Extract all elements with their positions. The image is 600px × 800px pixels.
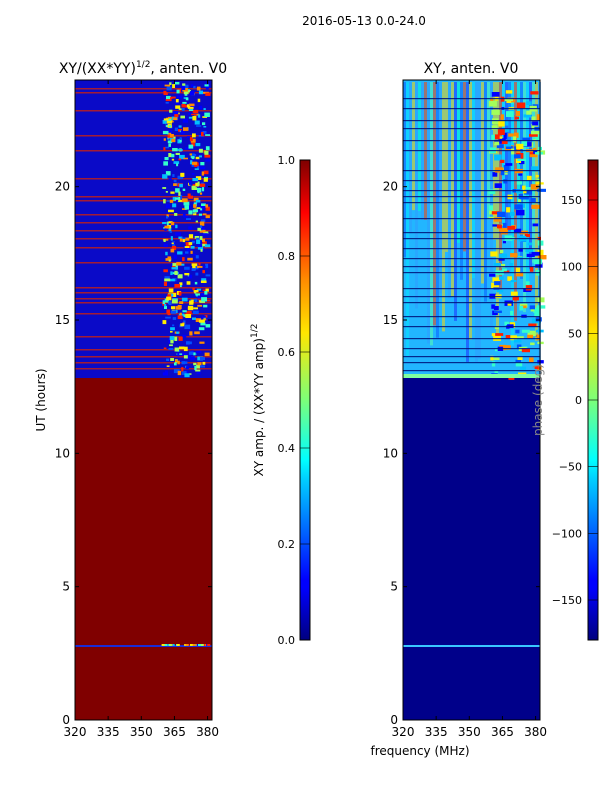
left-colorbar-tick-label: 0.6	[278, 346, 296, 359]
left-panel-title: XY/(XX*YY)1/2, anten. V0	[59, 60, 227, 77]
suptitle: 2016-05-13 0.0-24.0	[302, 14, 426, 28]
left-xtick-label: 350	[130, 725, 153, 739]
left-heatmap	[75, 80, 212, 720]
left-ytick-label: 20	[55, 180, 70, 194]
left-colorbar-tick-label: 0.4	[278, 442, 296, 455]
left-xtick-label: 335	[97, 725, 120, 739]
left-xtick-label: 380	[196, 725, 219, 739]
right-ytick-label: 0	[390, 713, 398, 727]
left-xtick-label: 365	[163, 725, 186, 739]
right-xtick-label: 380	[524, 725, 547, 739]
right-xtick-label: 350	[458, 725, 481, 739]
right-xlabel: frequency (MHz)	[370, 744, 469, 758]
right-plot-frame	[402, 79, 541, 721]
right-ytick-label: 15	[383, 313, 398, 327]
left-ytick-label: 5	[62, 580, 70, 594]
left-ytick-label: 0	[62, 713, 70, 727]
right-colorbar-tick-label: 0	[575, 394, 582, 407]
right-colorbar-label: phase (deg)	[531, 364, 545, 436]
left-ylabel: UT (hours)	[34, 368, 48, 431]
right-panel-title: XY, anten. V0	[424, 61, 519, 77]
left-plot-frame	[74, 79, 213, 721]
right-xtick-label: 335	[425, 725, 448, 739]
right-ytick-label: 5	[390, 580, 398, 594]
right-colorbar-tick-label: −100	[552, 527, 582, 540]
right-colorbar-tick-label: 100	[561, 261, 582, 274]
right-colorbar-tick-label: 150	[561, 194, 582, 207]
right-colorbar-tick-label: 50	[568, 327, 582, 340]
right-xtick-label: 365	[491, 725, 514, 739]
right-colorbar-tick-label: −150	[552, 594, 582, 607]
left-colorbar	[299, 159, 311, 641]
right-xtick-label: 320	[392, 725, 415, 739]
left-colorbar-tick-label: 1.0	[278, 154, 296, 167]
left-ytick-label: 10	[55, 446, 70, 460]
right-ytick-label: 10	[383, 446, 398, 460]
right-heatmap	[403, 80, 547, 720]
left-colorbar-tick-label: 0.8	[278, 250, 296, 263]
left-colorbar-tick-label: 0.2	[278, 538, 296, 551]
left-colorbar-label: XY amp. / (XX*YY amp)1/2	[250, 324, 266, 477]
right-ytick-label: 20	[383, 180, 398, 194]
right-colorbar-tick-label: −50	[559, 461, 582, 474]
left-colorbar-tick-label: 0.0	[278, 634, 296, 647]
left-ytick-label: 15	[55, 313, 70, 327]
left-xtick-label: 320	[64, 725, 87, 739]
